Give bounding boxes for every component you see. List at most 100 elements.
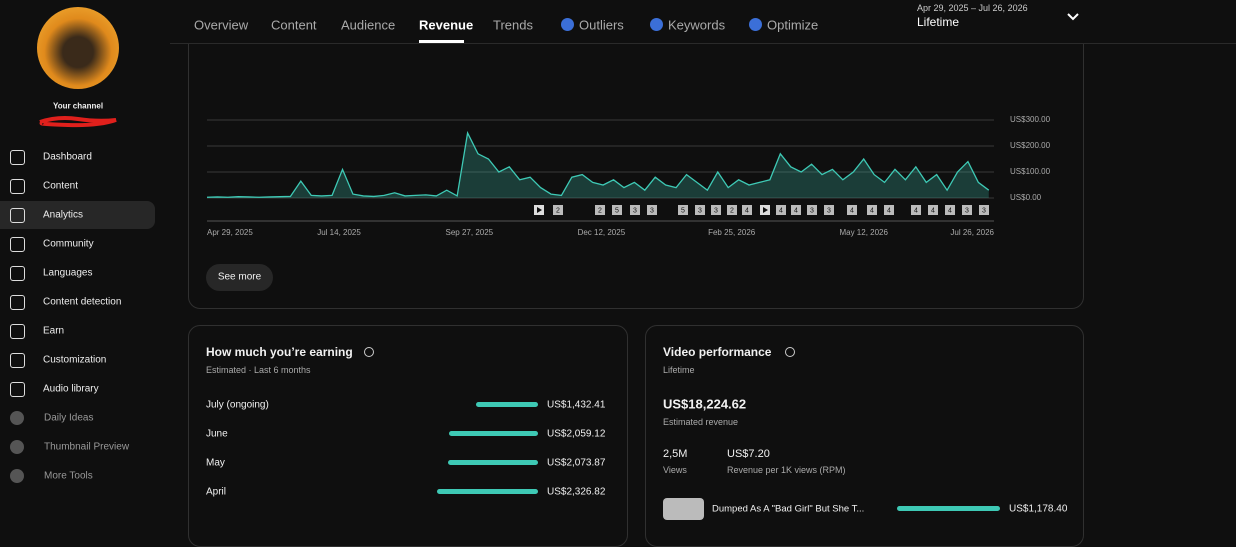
marker-count: 2 xyxy=(598,207,602,214)
nav-tab[interactable]: Optimize xyxy=(767,17,819,33)
avatar xyxy=(37,7,119,89)
marker-count: 3 xyxy=(650,207,654,214)
menu-icon xyxy=(10,266,25,281)
earning-bar xyxy=(448,431,538,436)
tool-item[interactable]: More Tools xyxy=(44,470,93,482)
menu-item[interactable]: Audio library xyxy=(43,383,99,395)
marker-count: 2 xyxy=(556,207,560,214)
menu-icon xyxy=(10,324,25,339)
video-marker xyxy=(776,205,786,215)
tool-icon xyxy=(10,411,24,425)
video-marker xyxy=(791,205,801,215)
tool-icon xyxy=(650,18,663,31)
menu-icon xyxy=(10,382,25,397)
analytics-highlight xyxy=(0,201,155,229)
earning-value: US$2,073.87 xyxy=(547,457,606,469)
nav-tab[interactable]: Content xyxy=(271,17,317,33)
line xyxy=(206,130,990,198)
x-tick-label: Jul 14, 2025 xyxy=(317,228,361,237)
menu-item[interactable]: Dashboard xyxy=(43,151,92,163)
month-label: July (ongoing) xyxy=(206,399,269,411)
video-marker xyxy=(911,205,921,215)
tool-item[interactable]: Thumbnail Preview xyxy=(44,441,130,453)
video-marker xyxy=(962,205,972,215)
menu-icon xyxy=(10,295,25,310)
x-tick-label: May 12, 2026 xyxy=(839,228,888,237)
menu-item[interactable]: Community xyxy=(43,238,94,250)
top-bar xyxy=(170,0,1236,44)
dropdown-chevron[interactable] xyxy=(1066,12,1080,22)
video-bar xyxy=(897,506,1000,511)
views-label: Views xyxy=(663,465,687,475)
x-tick-label: Apr 29, 2025 xyxy=(207,228,253,237)
period[interactable]: Lifetime xyxy=(917,15,960,29)
tool-icon xyxy=(561,18,574,31)
marker-count: 5 xyxy=(681,207,685,214)
revenue-total: US$18,224.62 xyxy=(663,396,747,412)
card-subtitle: Lifetime xyxy=(663,365,695,375)
video-card xyxy=(645,325,1084,547)
see-more[interactable]: See more xyxy=(217,271,262,283)
menu-item[interactable]: Analytics xyxy=(43,209,84,221)
nav-tab[interactable]: Overview xyxy=(194,17,249,33)
x-tick-label: Sep 27, 2025 xyxy=(446,228,494,237)
menu-icon xyxy=(10,179,25,194)
tool-item[interactable]: Daily Ideas xyxy=(44,412,94,424)
revenue-label: Estimated revenue xyxy=(663,417,739,427)
marker-count: 2 xyxy=(730,207,734,214)
menu-icon xyxy=(10,150,25,165)
menu-icon xyxy=(10,353,25,368)
card-title: Video performance xyxy=(663,345,772,359)
play-icon xyxy=(763,207,768,213)
y-tick-label: US$200.00 xyxy=(1010,141,1051,150)
video-marker xyxy=(979,205,989,215)
nav-tab[interactable]: Revenue xyxy=(419,17,474,33)
menu-item[interactable]: Content detection xyxy=(43,296,122,308)
menu-item[interactable]: Customization xyxy=(43,354,107,366)
tool-icon xyxy=(10,469,24,483)
y-tick-label: US$0.00 xyxy=(1010,193,1042,202)
y-tick-label: US$300.00 xyxy=(1010,115,1051,124)
marker-count: 4 xyxy=(850,207,854,214)
nav-tab[interactable]: Outliers xyxy=(579,17,624,33)
video-title[interactable]: Dumped As A "Bad Girl" But She T... xyxy=(712,503,865,515)
video-marker xyxy=(678,205,688,215)
channel-label: Your channel xyxy=(52,101,104,111)
video-marker xyxy=(884,205,894,215)
video-marker xyxy=(847,205,857,215)
menu-icon xyxy=(10,208,25,223)
rpm: US$7.20 xyxy=(727,448,770,460)
nav-tab[interactable]: Audience xyxy=(341,17,396,33)
marker-count: 4 xyxy=(887,207,891,214)
video-marker xyxy=(742,205,752,215)
tool-icon xyxy=(749,18,762,31)
date-range[interactable]: Apr 29, 2025 – Jul 26, 2026 xyxy=(917,3,1028,13)
video-marker xyxy=(807,205,817,215)
marker-count: 4 xyxy=(870,207,874,214)
video-marker xyxy=(928,205,938,215)
menu-item[interactable]: Languages xyxy=(43,267,93,279)
video-marker xyxy=(612,205,622,215)
video-marker xyxy=(727,205,737,215)
card-subtitle: Estimated · Last 6 months xyxy=(206,365,311,375)
video-marker xyxy=(695,205,705,215)
see-more-button[interactable] xyxy=(206,264,273,291)
video-marker xyxy=(553,205,563,215)
views: 2,5M xyxy=(663,448,688,460)
earning-value: US$2,326.82 xyxy=(547,486,606,498)
chart-card xyxy=(188,0,1084,309)
menu-item[interactable]: Content xyxy=(43,180,79,192)
menu-item[interactable]: Earn xyxy=(43,325,65,337)
video-marker xyxy=(595,205,605,215)
y-tick-label: US$100.00 xyxy=(1010,167,1051,176)
video-revenue: US$1,178.40 xyxy=(1009,503,1068,515)
video-thumbnail[interactable] xyxy=(663,498,704,520)
info-icon xyxy=(364,347,374,357)
video-marker xyxy=(630,205,640,215)
video-marker xyxy=(824,205,834,215)
nav-tab[interactable]: Keywords xyxy=(668,17,726,33)
marker-count: 4 xyxy=(931,207,935,214)
nav-tab[interactable]: Trends xyxy=(493,17,533,33)
x-tick-label: Dec 12, 2025 xyxy=(578,228,626,237)
video-marker xyxy=(867,205,877,215)
